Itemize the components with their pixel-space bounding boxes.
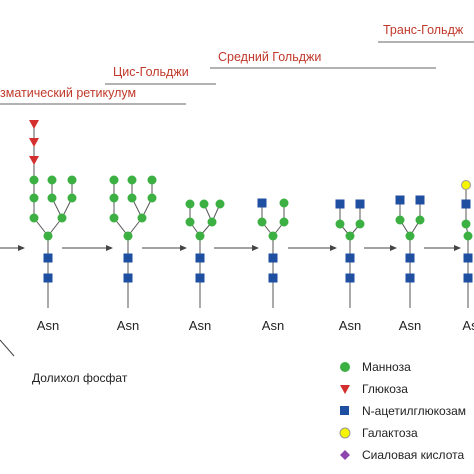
asn-label: Asn <box>37 318 59 333</box>
legend-label: Сиаловая кислота <box>362 448 464 462</box>
mannose <box>207 217 217 227</box>
glucose <box>29 156 39 165</box>
legend-label: N-ацетилглюкозам <box>362 404 466 418</box>
glcnac <box>335 199 345 209</box>
mannose <box>268 231 278 241</box>
stage-label: зматический ретикулум <box>0 86 136 100</box>
dolichol-pointer <box>0 339 15 357</box>
mannose <box>195 231 205 241</box>
glcnac <box>345 253 355 263</box>
mannose <box>109 193 119 203</box>
mannose <box>29 175 39 185</box>
stage-label: Цис-Гольджи <box>113 65 189 79</box>
glcnac <box>355 199 365 209</box>
mannose <box>185 217 195 227</box>
legend-label: Галактоза <box>362 426 418 440</box>
glcnac <box>123 273 133 283</box>
legend-mannose <box>340 362 350 372</box>
mannose <box>199 199 209 209</box>
galactose <box>461 180 471 190</box>
stage-label: Транс-Гольдж <box>383 23 464 37</box>
mannose <box>123 231 133 241</box>
mannose <box>185 199 195 209</box>
glucose <box>29 120 39 129</box>
glcnac <box>257 198 267 208</box>
glcnac <box>405 253 415 263</box>
legend-glucose <box>340 385 350 394</box>
mannose <box>127 193 137 203</box>
glcnac <box>345 273 355 283</box>
glucose <box>29 138 39 147</box>
mannose <box>43 231 53 241</box>
dolichol-label: Долихол фосфат <box>32 371 128 385</box>
legend-label: Манноза <box>362 360 411 374</box>
mannose <box>137 213 147 223</box>
glcnac <box>195 273 205 283</box>
mannose <box>335 219 345 229</box>
glcnac <box>463 273 473 283</box>
mannose <box>257 217 267 227</box>
mannose <box>405 231 415 241</box>
structures <box>0 120 473 308</box>
asn-label: Asn <box>189 318 211 333</box>
mannose <box>355 219 365 229</box>
mannose <box>47 193 57 203</box>
stage-label: Средний Гольджи <box>218 50 321 64</box>
mannose <box>29 213 39 223</box>
legend-glcnac <box>340 406 349 415</box>
glcnac <box>123 253 133 263</box>
mannose <box>47 175 57 185</box>
glcnac <box>195 253 205 263</box>
mannose <box>345 231 355 241</box>
mannose <box>109 213 119 223</box>
asn-label: As <box>462 318 474 333</box>
glcnac <box>405 273 415 283</box>
glcnac <box>43 253 53 263</box>
glcnac <box>43 273 53 283</box>
mannose <box>67 175 77 185</box>
mannose <box>147 193 157 203</box>
glcnac <box>395 195 405 205</box>
mannose <box>109 175 119 185</box>
asn-label: Asn <box>339 318 361 333</box>
mannose <box>57 213 67 223</box>
mannose <box>415 215 425 225</box>
mannose <box>215 199 225 209</box>
glcnac <box>268 273 278 283</box>
mannose <box>279 198 289 208</box>
legend-galactose <box>339 427 351 439</box>
asn-label: Asn <box>117 318 139 333</box>
glcnac <box>461 199 471 209</box>
mannose <box>279 217 289 227</box>
glcnac <box>463 253 473 263</box>
legend-label: Глюкоза <box>362 382 408 396</box>
glcnac <box>268 253 278 263</box>
mannose <box>461 219 471 229</box>
glcnac <box>415 195 425 205</box>
asn-label: Asn <box>399 318 421 333</box>
mannose <box>147 175 157 185</box>
legend-sialic <box>340 450 350 460</box>
mannose <box>67 193 77 203</box>
mannose <box>463 231 473 241</box>
mannose <box>395 215 405 225</box>
mannose <box>127 175 137 185</box>
asn-label: Asn <box>262 318 284 333</box>
mannose <box>29 193 39 203</box>
